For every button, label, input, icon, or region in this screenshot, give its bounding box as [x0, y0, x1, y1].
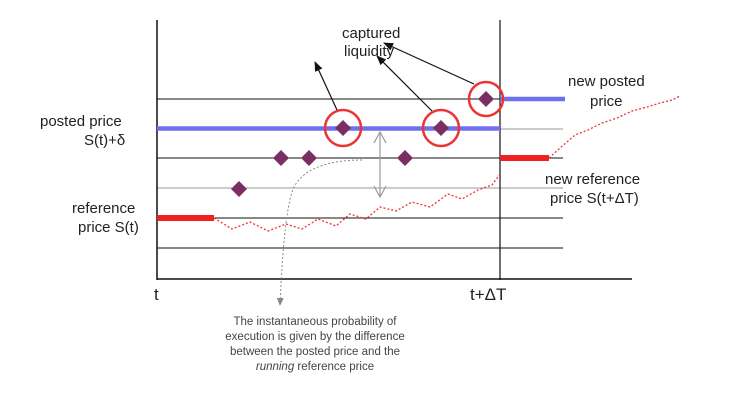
- captured-circles: [323, 80, 505, 148]
- note-pointer-curve: [276, 159, 363, 306]
- captured-liquidity-label-line1: captured: [342, 25, 400, 42]
- new-reference-price-label-line2: price S(t+ΔT): [550, 190, 639, 207]
- running-reference-price-path-after: [548, 95, 681, 159]
- captured-arrow: [376, 55, 433, 112]
- note-line: running reference price: [256, 361, 374, 373]
- captured-arrow: [383, 42, 475, 85]
- order-diamond: [335, 120, 351, 136]
- order-markers: [231, 91, 494, 197]
- price-level-lines: [157, 98, 563, 249]
- new-reference-price-label-line1: new reference: [545, 171, 640, 188]
- new-posted-price-label-line2: price: [590, 93, 623, 110]
- reference-price-label-line2: price S(t): [78, 219, 139, 236]
- captured-order-circle: [421, 108, 461, 148]
- x-axis-start-label: t: [154, 285, 159, 304]
- note-line: The instantaneous probability of: [233, 316, 397, 328]
- captured-arrow: [314, 61, 338, 111]
- note-line-rest: reference price: [294, 361, 374, 373]
- note-line: between the posted price and the: [230, 346, 400, 358]
- note-line: execution is given by the difference: [225, 331, 404, 343]
- running-reference-price-path: [213, 173, 501, 232]
- explanation-note: The instantaneous probability of executi…: [225, 316, 404, 373]
- price-gap-arrowhead-top: [373, 130, 387, 144]
- order-diamond: [231, 181, 247, 197]
- order-diamond: [433, 120, 449, 136]
- order-diamond: [397, 150, 413, 166]
- posted-price-label-line2: S(t)+δ: [84, 132, 125, 149]
- note-italic-word: running: [256, 361, 295, 373]
- reference-price-label-line1: reference: [72, 200, 135, 217]
- order-diamond: [301, 150, 317, 166]
- price-gap-arrowhead-bottom: [373, 185, 387, 199]
- captured-liquidity-label-line2: liquidity: [344, 43, 395, 60]
- captured-order-circle: [323, 108, 363, 148]
- captured-liquidity-arrows: [314, 42, 475, 112]
- x-axis-end-label: t+ΔT: [470, 285, 506, 304]
- new-posted-price-label-line1: new posted: [568, 73, 645, 90]
- captured-order-circle: [467, 80, 505, 118]
- order-diamond: [478, 91, 494, 107]
- order-diamond: [273, 150, 289, 166]
- posted-price-label-line1: posted price: [40, 113, 122, 130]
